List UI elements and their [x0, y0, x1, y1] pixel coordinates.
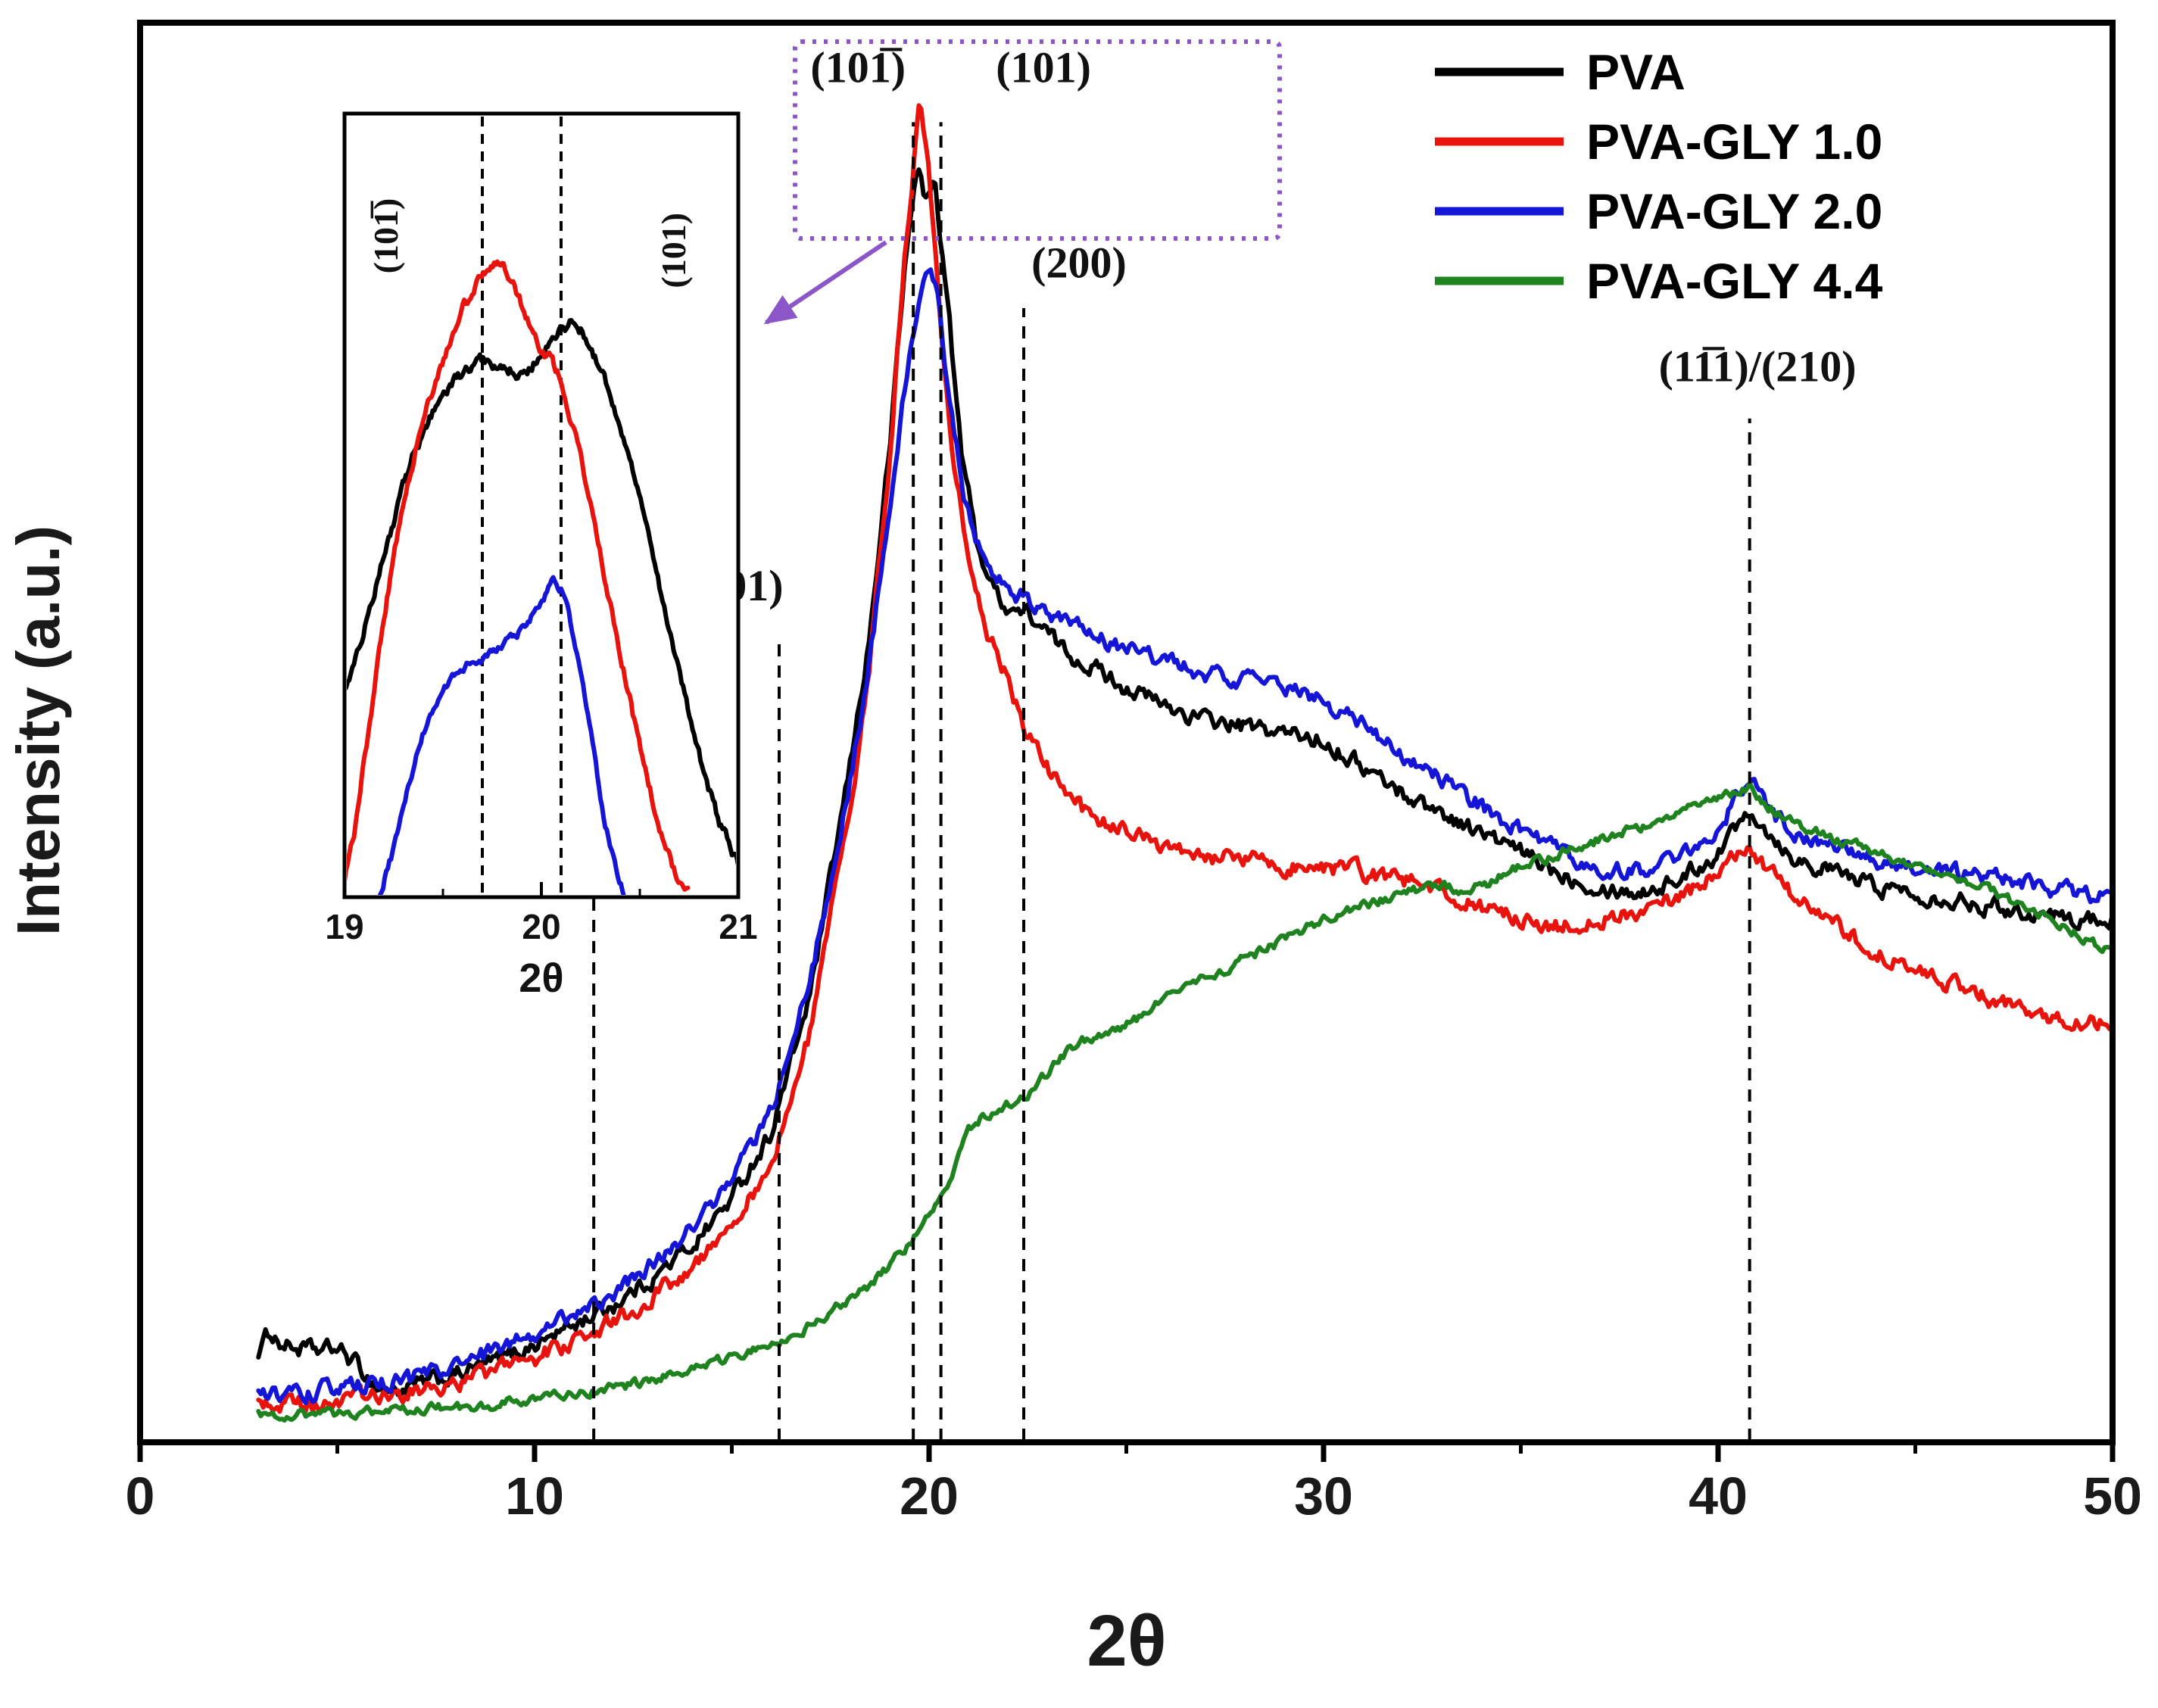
peak-label: (101̅) — [810, 43, 906, 92]
inset-x-tick-label: 21 — [719, 907, 757, 946]
legend-item: PVA-GLY 2.0 — [1435, 183, 1882, 239]
x-tick-label: 30 — [1294, 1466, 1353, 1526]
legend-item: PVA — [1435, 44, 1686, 100]
peak-label: (11̅1)/(210) — [1659, 342, 1857, 391]
plot-frame — [137, 20, 2116, 1445]
curve-pva-inset — [347, 318, 736, 866]
y-axis-label: Intensity (a.u.) — [5, 525, 72, 936]
legend-label: PVA-GLY 1.0 — [1586, 114, 1882, 170]
curve-pva-gly-1-0-inset — [347, 259, 691, 892]
inset-plot: (101̅) (101) 19 20 21 2θ — [325, 111, 758, 1001]
legend: PVA PVA-GLY 1.0 PVA-GLY 2.0 PVA-GLY 4.4 — [1435, 44, 1883, 309]
x-axis-label: 2θ — [1087, 1600, 1166, 1682]
legend-label: PVA — [1586, 44, 1686, 100]
x-tick-label: 0 — [126, 1466, 155, 1526]
inset-x-tick-label: 19 — [325, 907, 363, 946]
x-tick-label: 20 — [900, 1466, 959, 1526]
callout-arrow — [763, 240, 887, 325]
inset-x-tick-label: 20 — [522, 907, 560, 946]
x-tick-label: 40 — [1689, 1466, 1748, 1526]
callout-box — [793, 39, 1282, 241]
inset-peak-label: (101̅) — [366, 198, 405, 274]
curve-pva-gly-4-4 — [256, 781, 2110, 1423]
legend-label: PVA-GLY 4.4 — [1586, 253, 1883, 309]
peak-label: (200) — [1031, 238, 1127, 288]
callout-layer — [763, 39, 1282, 325]
x-tick-label: 50 — [2083, 1466, 2142, 1526]
x-tick-label: 10 — [505, 1466, 564, 1526]
peak-label: (101) — [996, 43, 1091, 92]
inset-frame — [342, 111, 741, 899]
curves-layer — [256, 103, 2110, 1423]
axis-ticks-layer: 0 10 20 30 40 50 — [126, 1442, 2142, 1526]
curve-pva-gly-1-0 — [256, 103, 2110, 1414]
inset-peak-label: (101) — [654, 213, 693, 288]
curve-pva-gly-2-0-inset — [377, 575, 626, 895]
legend-label: PVA-GLY 2.0 — [1586, 183, 1882, 239]
inset-x-axis-label: 2θ — [519, 955, 563, 1001]
legend-item: PVA-GLY 4.4 — [1435, 253, 1883, 309]
legend-item: PVA-GLY 1.0 — [1435, 114, 1882, 170]
curve-pva-gly-2-0 — [256, 267, 2110, 1406]
